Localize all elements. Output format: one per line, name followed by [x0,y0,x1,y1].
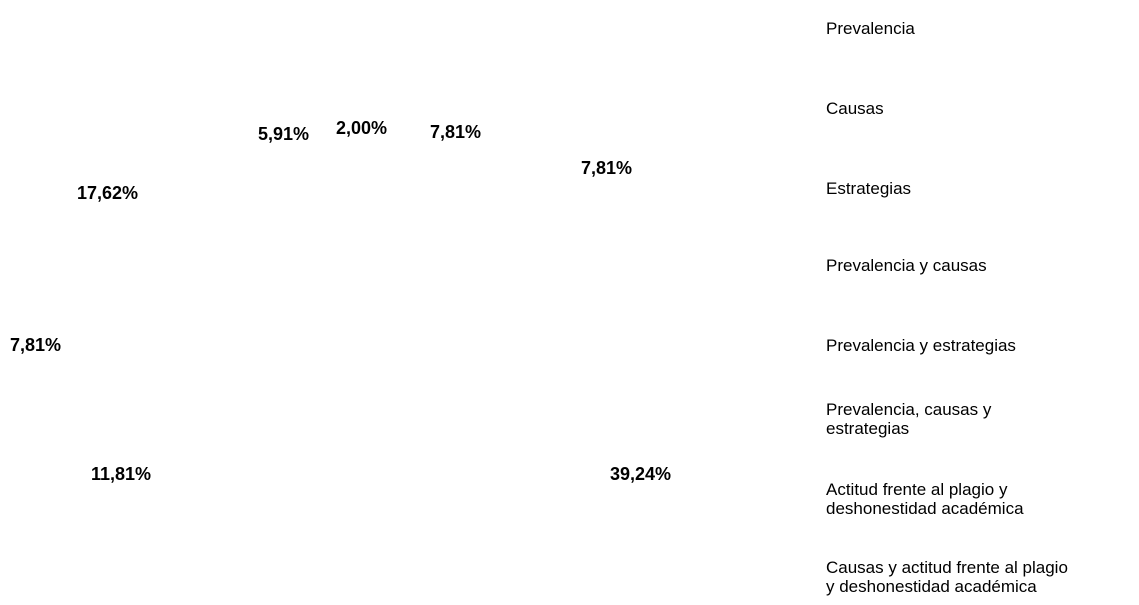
legend-entry: Estrategias [826,179,912,198]
data-label: 7,81% [581,158,633,178]
legend-entry: Prevalencia, causas y estrategias [826,400,992,438]
legend-entry: Prevalencia [826,19,915,38]
legend-entry: Prevalencia y estrategias [826,336,1016,355]
data-label: 17,62% [77,183,139,203]
data-label: 7,81% [430,122,482,142]
data-label: 39,24% [610,464,672,484]
legend-entry: Prevalencia y causas [826,256,987,275]
data-label: 2,00% [336,118,388,138]
data-label: 5,91% [258,124,310,144]
data-label: 11,81% [91,464,152,484]
legend-entry: Causas [826,99,884,118]
legend-entry: Causas y actitud frente al plagio y desh… [826,558,1068,596]
data-label: 7,81% [10,335,62,355]
legend-entry: Actitud frente al plagio y deshonestidad… [826,480,1024,518]
